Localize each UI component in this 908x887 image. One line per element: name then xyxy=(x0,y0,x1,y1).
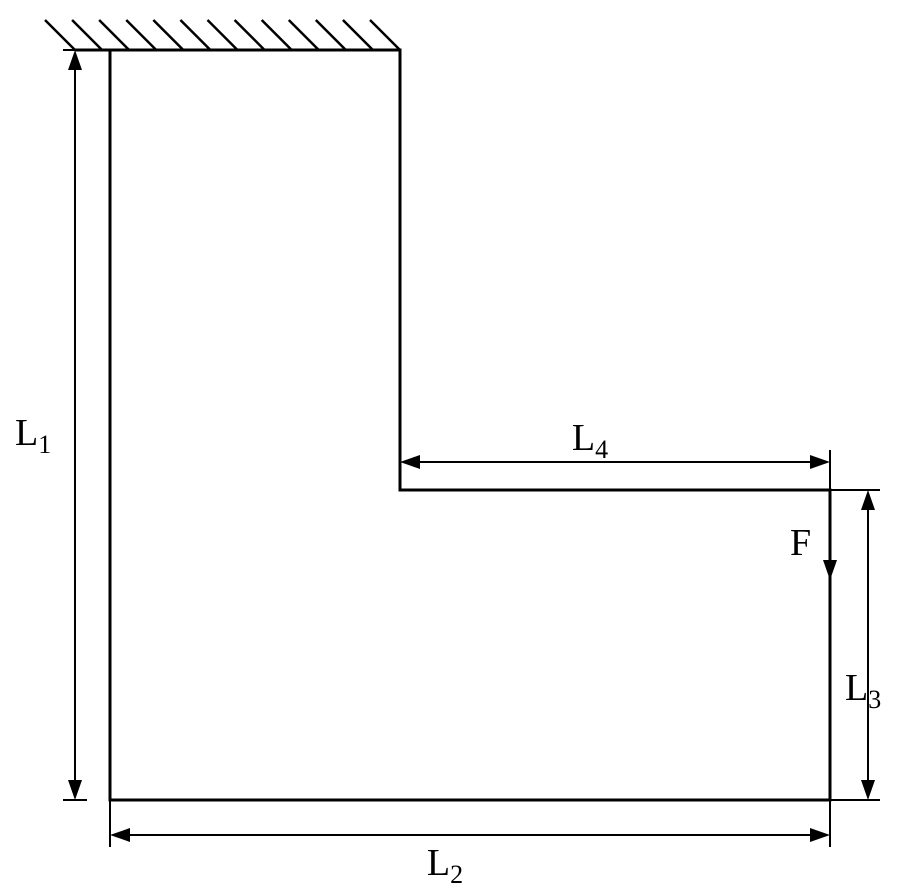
dim-label: L2 xyxy=(427,842,463,887)
dim-label: L1 xyxy=(15,412,51,459)
hatch-line xyxy=(99,20,129,50)
diagram-canvas: F L1 L2 L3 L4 xyxy=(0,0,908,887)
hatch-line xyxy=(343,20,373,50)
l-bracket-outline xyxy=(110,50,830,800)
hatch-line xyxy=(370,20,400,50)
hatch-line xyxy=(126,20,156,50)
hatch-line xyxy=(289,20,319,50)
hatch-line xyxy=(72,20,102,50)
hatch-line xyxy=(45,20,75,50)
hatch-line xyxy=(235,20,265,50)
force-label: F xyxy=(790,522,811,564)
hatch-line xyxy=(180,20,210,50)
hatch-line xyxy=(316,20,346,50)
hatch-line xyxy=(208,20,238,50)
dim-label: L3 xyxy=(845,667,881,714)
dim-label: L4 xyxy=(572,417,608,464)
hatch-line xyxy=(153,20,183,50)
hatch-line xyxy=(262,20,292,50)
